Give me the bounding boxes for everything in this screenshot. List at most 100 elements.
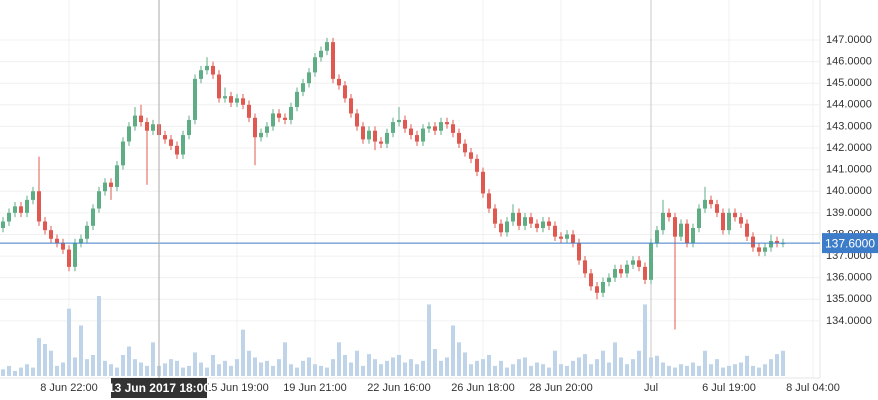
- candle-body: [283, 117, 287, 120]
- candle-body: [265, 126, 269, 133]
- volume-bar: [241, 329, 245, 376]
- volume-bar: [205, 367, 209, 376]
- volume-bar: [397, 354, 401, 376]
- candle-body: [397, 119, 401, 123]
- volume-bar: [745, 355, 749, 376]
- volume-bar: [619, 357, 623, 376]
- volume-bar: [295, 367, 299, 376]
- volume-bar: [133, 359, 137, 376]
- volume-bar: [193, 352, 197, 376]
- volume-bar: [685, 365, 689, 376]
- candle-body: [685, 223, 689, 244]
- volume-bar: [31, 367, 35, 376]
- candle-body: [55, 238, 59, 244]
- candle-body: [595, 286, 599, 293]
- candle-body: [733, 212, 737, 218]
- candle-body: [691, 227, 695, 244]
- volume-bar: [553, 350, 557, 376]
- volume-bar: [739, 362, 743, 376]
- candle-body: [523, 217, 527, 226]
- volume-bar: [19, 367, 23, 376]
- candle-body: [37, 191, 41, 222]
- candle-body: [211, 65, 215, 75]
- volume-bar: [403, 362, 407, 376]
- candle-body: [325, 42, 329, 51]
- candle-body: [1, 221, 5, 228]
- volume-bar: [451, 325, 455, 376]
- volume-bar: [115, 367, 119, 376]
- volume-bar: [151, 342, 155, 376]
- volume-bar: [409, 359, 413, 376]
- candle-body: [481, 171, 485, 194]
- y-tick-label: 142.0000: [826, 142, 872, 154]
- candle-body: [745, 223, 749, 237]
- volume-bar: [571, 360, 575, 376]
- candle-body: [577, 243, 581, 261]
- y-tick-label: 139.0000: [826, 207, 872, 219]
- volume-bar: [49, 350, 53, 376]
- candle-body: [547, 221, 551, 226]
- candle-body: [499, 223, 503, 233]
- volume-bar: [649, 357, 653, 376]
- candle-body: [751, 236, 755, 248]
- candle-body: [49, 230, 53, 239]
- candle-body: [97, 191, 101, 209]
- volume-bar: [103, 360, 107, 376]
- candle-body: [427, 126, 431, 129]
- y-tick-label: 141.0000: [826, 164, 872, 176]
- candle-body: [643, 266, 647, 280]
- volume-bar: [361, 365, 365, 376]
- volume-bar: [301, 360, 305, 376]
- volume-bar: [697, 365, 701, 376]
- volume-bar: [85, 359, 89, 376]
- volume-bar: [721, 367, 725, 376]
- volume-bar: [757, 367, 761, 376]
- candle-body: [253, 117, 257, 138]
- volume-bar: [637, 350, 641, 376]
- candle-body: [163, 135, 167, 140]
- volume-bar: [235, 359, 239, 376]
- candle-body: [619, 269, 623, 274]
- volume-bar: [109, 364, 113, 376]
- volume-bar: [325, 367, 329, 376]
- volume-bar: [679, 364, 683, 376]
- y-tick-label: 135.0000: [826, 293, 872, 305]
- candle-body: [667, 212, 671, 218]
- volume-bar: [43, 344, 47, 376]
- volume-bar: [265, 360, 269, 376]
- volume-bar: [733, 364, 737, 376]
- candle-body: [109, 182, 113, 187]
- candle-body: [199, 70, 203, 79]
- volume-bar: [427, 304, 431, 376]
- candle-body: [385, 132, 389, 144]
- candle-body: [115, 165, 119, 187]
- volume-bar: [391, 357, 395, 376]
- volume-bar: [607, 362, 611, 376]
- candle-body: [721, 212, 725, 231]
- volume-bar: [343, 354, 347, 376]
- volume-bar: [655, 355, 659, 376]
- candle-body: [625, 264, 629, 274]
- volume-bar: [673, 367, 677, 376]
- candle-body: [529, 217, 533, 224]
- candle-body: [349, 98, 353, 114]
- candle-body: [247, 104, 251, 118]
- volume-bar: [715, 359, 719, 376]
- candle-body: [409, 128, 413, 136]
- candle-body: [757, 247, 761, 252]
- x-tick-label: 26 Jun 18:00: [451, 382, 515, 394]
- crosshair-label: 13 Jun 2017 18:00: [108, 381, 210, 395]
- volume-bar: [163, 363, 167, 376]
- x-tick-label: Jul: [644, 382, 658, 394]
- volume-bar: [565, 365, 569, 376]
- volume-bar: [703, 350, 707, 376]
- volume-bar: [433, 349, 437, 376]
- volume-bar: [775, 354, 779, 376]
- candle-body: [373, 130, 377, 142]
- volume-bar: [73, 357, 77, 376]
- volume-bar: [577, 357, 581, 376]
- volume-bar: [199, 362, 203, 376]
- volume-bar: [499, 360, 503, 376]
- candle-body: [205, 65, 209, 71]
- candle-body: [727, 212, 731, 231]
